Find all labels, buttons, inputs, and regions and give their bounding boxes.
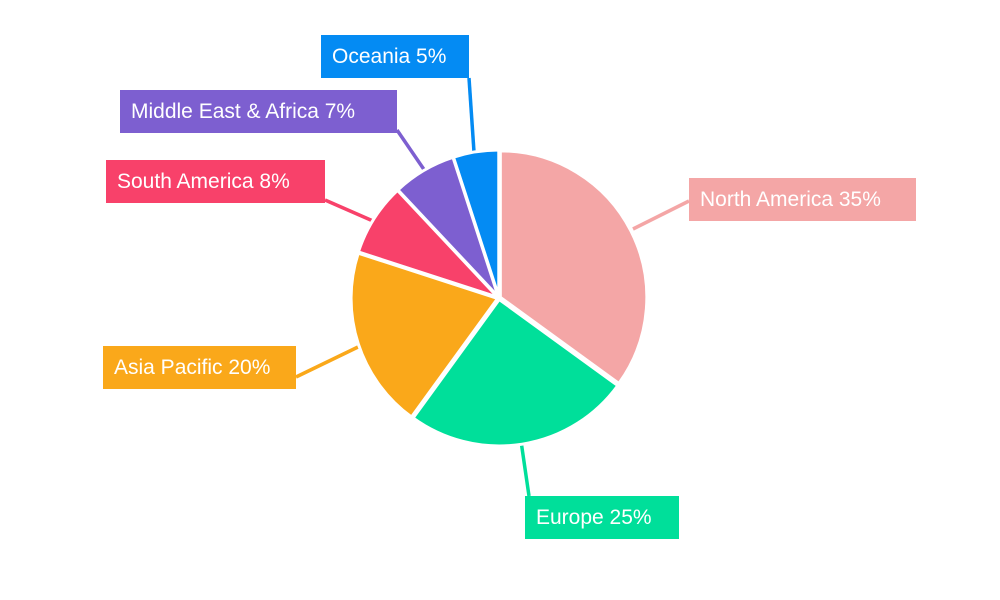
pie-slice-asia-pacific[interactable] xyxy=(349,251,500,419)
leader-line xyxy=(395,129,427,172)
leader-line xyxy=(632,199,690,231)
pie-label-south-america[interactable]: South America 8% xyxy=(106,160,325,203)
leader-lines-group xyxy=(295,77,690,497)
pie-label-oceania[interactable]: Oceania 5% xyxy=(321,35,469,78)
pie-label-asia-pacific[interactable]: Asia Pacific 20% xyxy=(103,346,296,389)
pie-slice-north-america[interactable] xyxy=(498,149,649,385)
leader-line xyxy=(295,345,359,379)
leader-line xyxy=(519,440,531,497)
leader-line xyxy=(324,198,374,223)
pie-label-north-america[interactable]: North America 35% xyxy=(689,178,916,221)
leader-line xyxy=(467,77,476,153)
pie-label-europe[interactable]: Europe 25% xyxy=(525,496,679,539)
pie-label-middle-east-africa[interactable]: Middle East & Africa 7% xyxy=(120,90,397,133)
pie-wedges-group xyxy=(349,148,649,448)
pie-slice-oceania[interactable] xyxy=(451,148,501,299)
pie-slice-europe[interactable] xyxy=(411,297,620,448)
